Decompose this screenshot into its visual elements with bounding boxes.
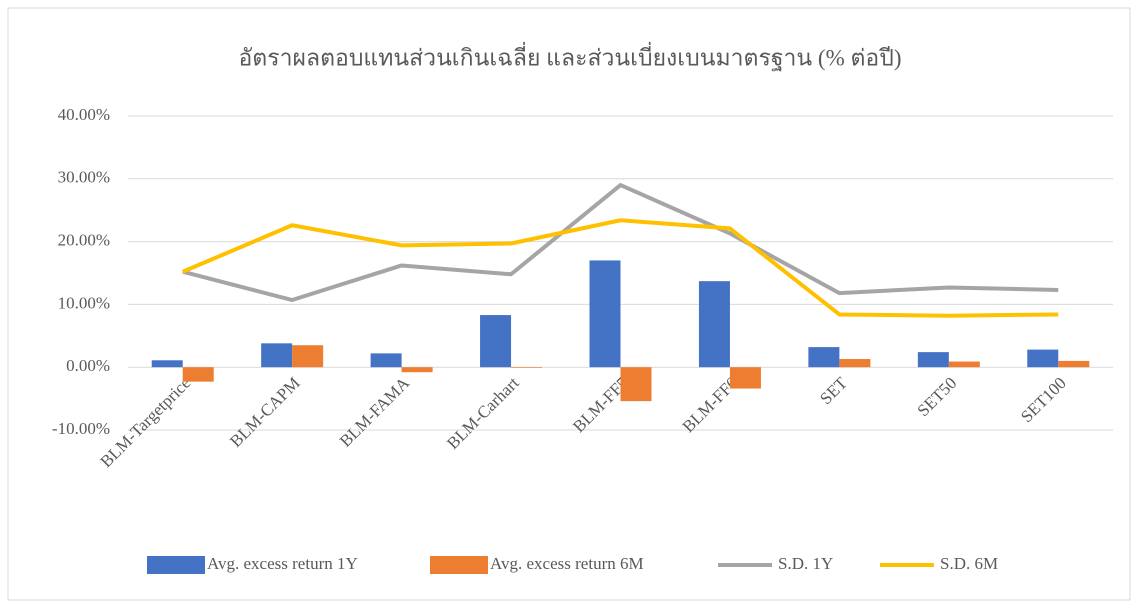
y-tick-label: 20.00% [58, 231, 110, 250]
legend-swatch [430, 556, 488, 574]
bar [292, 345, 324, 368]
bar [182, 367, 214, 382]
bar [948, 361, 980, 368]
bar [261, 343, 293, 368]
bar [1027, 349, 1059, 368]
bar [917, 352, 949, 368]
line-series [182, 183, 1059, 303]
bar [729, 367, 761, 389]
legend-label: Avg. excess return 1Y [207, 554, 358, 573]
line-series [181, 218, 1059, 318]
bar [808, 347, 840, 368]
legend-label: S.D. 1Y [778, 554, 833, 573]
bar [698, 281, 730, 368]
chart-title: อัตราผลตอบแทนส่วนเกินเฉลี่ย และส่วนเบี่ย… [238, 41, 901, 71]
y-tick-label: 10.00% [58, 293, 110, 312]
legend-label: Avg. excess return 6M [490, 554, 644, 573]
y-tick-label: 0.00% [66, 356, 110, 375]
bar [151, 360, 183, 368]
bar [480, 315, 512, 368]
bar [620, 367, 652, 402]
y-tick-label: 30.00% [58, 168, 110, 187]
bar [401, 367, 433, 373]
bar [839, 359, 871, 368]
bar [589, 260, 621, 368]
y-tick-label: -10.00% [52, 419, 110, 438]
bar [511, 367, 543, 368]
bar [370, 353, 402, 368]
y-tick-label: 40.00% [58, 105, 110, 124]
legend-swatch [147, 556, 205, 574]
bar [1058, 360, 1090, 368]
legend-label: S.D. 6M [940, 554, 998, 573]
